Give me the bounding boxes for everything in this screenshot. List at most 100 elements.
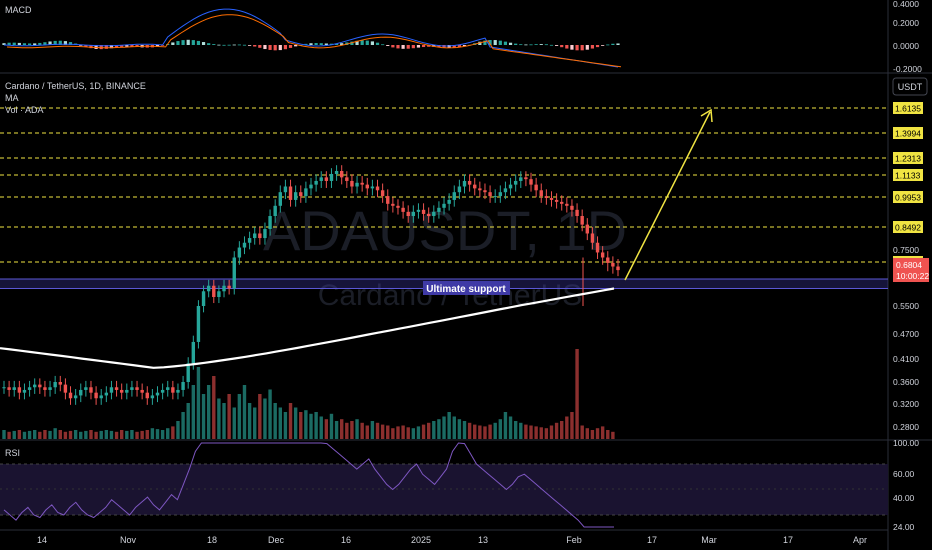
candle-body bbox=[268, 216, 272, 230]
candle-body bbox=[135, 387, 139, 390]
candle-body bbox=[452, 192, 456, 200]
volume-bar bbox=[53, 428, 57, 439]
volume-bar bbox=[222, 403, 226, 439]
volume-bar bbox=[426, 422, 431, 439]
macd-histogram-bar bbox=[508, 42, 513, 45]
volume-bar bbox=[590, 430, 595, 439]
currency-button[interactable] bbox=[892, 77, 928, 96]
candle-body bbox=[493, 196, 497, 198]
candle-body bbox=[33, 384, 37, 388]
rsi-scale-label: 60.00 bbox=[893, 469, 915, 479]
candle-body bbox=[227, 285, 231, 289]
macd-histogram-bar bbox=[606, 44, 610, 46]
ma-line-layer bbox=[0, 287, 615, 369]
volume-bar bbox=[288, 403, 293, 439]
candle-body bbox=[554, 199, 559, 202]
candle-body bbox=[600, 252, 605, 258]
candle-body bbox=[483, 190, 487, 193]
volume-bar bbox=[155, 429, 160, 439]
volume-bar bbox=[125, 430, 129, 439]
support-label-bg bbox=[423, 281, 510, 295]
volume-bar bbox=[73, 430, 78, 439]
volume-bar bbox=[263, 398, 267, 439]
volume-bar bbox=[145, 430, 149, 439]
volume-bar bbox=[166, 428, 170, 439]
level-tag-label-1: 1.3994 bbox=[895, 129, 921, 139]
symbol-title[interactable]: Cardano / TetherUS, 1D, BINANCE bbox=[5, 81, 146, 91]
candle-body bbox=[48, 387, 52, 390]
price-scale-label: 0.2800 bbox=[893, 422, 919, 432]
volume-bar bbox=[319, 416, 323, 439]
macd-histogram-bar bbox=[427, 45, 431, 47]
candle-body bbox=[38, 384, 42, 388]
volume-bar bbox=[442, 416, 446, 439]
candle-body bbox=[63, 384, 68, 393]
volume-bar bbox=[201, 394, 206, 439]
volume-bar bbox=[114, 431, 119, 439]
volume-bar bbox=[104, 430, 109, 439]
macd-histogram-bar bbox=[319, 43, 323, 45]
volume-bar bbox=[334, 421, 339, 439]
candle-body bbox=[140, 389, 144, 393]
candle-body bbox=[12, 387, 16, 390]
macd-histogram-bar bbox=[263, 45, 267, 50]
rsi-scale-label: 100.00 bbox=[893, 438, 919, 448]
candle-body bbox=[473, 184, 477, 189]
macd-histogram-bar bbox=[63, 41, 67, 45]
candle-body bbox=[155, 392, 160, 396]
macd-histogram-bar bbox=[447, 45, 451, 48]
volume-bar bbox=[600, 426, 605, 439]
volume-bar bbox=[196, 367, 201, 439]
volume-bar bbox=[380, 424, 385, 439]
macd-histogram-bar bbox=[529, 44, 533, 46]
volume-bar bbox=[27, 430, 32, 439]
projection-arrow-line bbox=[624, 111, 711, 281]
candle-body bbox=[232, 257, 236, 289]
volume-bar bbox=[247, 403, 252, 439]
level-tag-0 bbox=[893, 102, 923, 114]
candle-body bbox=[595, 242, 600, 253]
macd-histogram-bar bbox=[232, 44, 236, 46]
macd-histogram-bar bbox=[84, 45, 88, 47]
macd-histogram-bar bbox=[2, 43, 6, 45]
candle-body bbox=[288, 186, 293, 200]
macd-title[interactable]: MACD bbox=[5, 5, 32, 15]
macd-histogram-bar bbox=[549, 44, 554, 46]
volume-bar bbox=[212, 376, 216, 439]
level-tag-label-2: 1.2313 bbox=[895, 154, 921, 164]
rsi-title[interactable]: RSI bbox=[5, 448, 20, 458]
currency-button-label[interactable]: USDT bbox=[898, 82, 923, 92]
volume-bar bbox=[22, 431, 27, 439]
volume-bar bbox=[365, 425, 369, 439]
candle-body bbox=[319, 177, 323, 181]
volume-indicator-label[interactable]: Vol · ADA bbox=[5, 105, 44, 115]
macd-histogram-bar bbox=[89, 45, 93, 49]
macd-histogram-bar bbox=[12, 42, 16, 45]
macd-histogram-bar bbox=[248, 45, 252, 46]
volume-bar bbox=[503, 412, 508, 439]
macd-histogram-bar bbox=[585, 45, 589, 50]
volume-bar bbox=[595, 428, 600, 439]
candle-body bbox=[524, 177, 528, 180]
candle-body bbox=[293, 192, 298, 200]
volume-bar bbox=[38, 431, 42, 439]
volume-bar bbox=[549, 425, 554, 439]
macd-histogram-bar bbox=[462, 45, 467, 47]
macd-histogram-bar bbox=[421, 45, 426, 48]
macd-histogram-bar bbox=[580, 45, 584, 51]
time-axis-label: Apr bbox=[853, 535, 867, 545]
candle-body bbox=[365, 184, 369, 189]
macd-histogram-bar bbox=[309, 43, 313, 45]
candle-body bbox=[191, 341, 196, 364]
macd-histogram-bar bbox=[38, 42, 42, 45]
ma-indicator-label[interactable]: MA bbox=[5, 93, 19, 103]
volume-bar bbox=[529, 425, 533, 439]
volume-bar bbox=[467, 422, 472, 439]
candle-body bbox=[84, 387, 88, 390]
candle-body bbox=[237, 247, 242, 258]
candle-body bbox=[575, 209, 579, 217]
macd-histogram-bar bbox=[381, 44, 385, 46]
volume-bar bbox=[534, 426, 538, 439]
volume-bar bbox=[611, 431, 615, 439]
